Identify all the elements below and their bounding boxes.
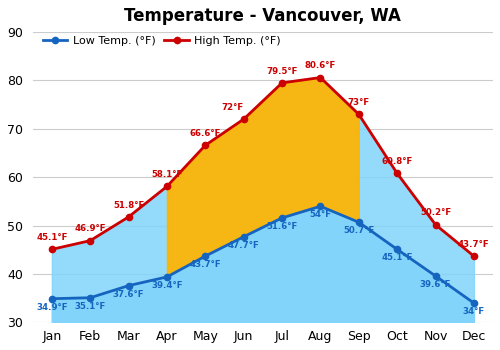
Text: 51.6°F: 51.6°F: [266, 222, 298, 231]
Text: 60.8°F: 60.8°F: [382, 157, 413, 166]
Text: 51.8°F: 51.8°F: [113, 201, 144, 210]
Text: 47.7°F: 47.7°F: [228, 241, 260, 250]
Text: 50.2°F: 50.2°F: [420, 208, 451, 217]
Text: 39.6°F: 39.6°F: [420, 280, 451, 289]
Text: 58.1°F: 58.1°F: [152, 170, 182, 179]
Legend: Low Temp. (°F), High Temp. (°F): Low Temp. (°F), High Temp. (°F): [38, 32, 286, 51]
Text: 54°F: 54°F: [310, 210, 332, 219]
Text: 45.1°F: 45.1°F: [382, 253, 413, 262]
Text: 35.1°F: 35.1°F: [74, 302, 106, 310]
Text: 73°F: 73°F: [348, 98, 370, 107]
Text: 45.1°F: 45.1°F: [36, 233, 68, 242]
Text: 80.6°F: 80.6°F: [305, 61, 336, 70]
Text: 39.4°F: 39.4°F: [151, 281, 182, 290]
Text: 43.7°F: 43.7°F: [458, 240, 490, 249]
Text: 46.9°F: 46.9°F: [74, 224, 106, 233]
Text: 34°F: 34°F: [463, 307, 485, 316]
Text: 66.6°F: 66.6°F: [190, 129, 221, 138]
Text: 37.6°F: 37.6°F: [113, 289, 144, 299]
Text: 79.5°F: 79.5°F: [266, 66, 298, 76]
Title: Temperature - Vancouver, WA: Temperature - Vancouver, WA: [124, 7, 402, 25]
Text: 34.9°F: 34.9°F: [36, 303, 68, 312]
Text: 50.7°F: 50.7°F: [343, 226, 374, 235]
Text: 72°F: 72°F: [221, 103, 243, 112]
Text: 43.7°F: 43.7°F: [190, 260, 221, 269]
